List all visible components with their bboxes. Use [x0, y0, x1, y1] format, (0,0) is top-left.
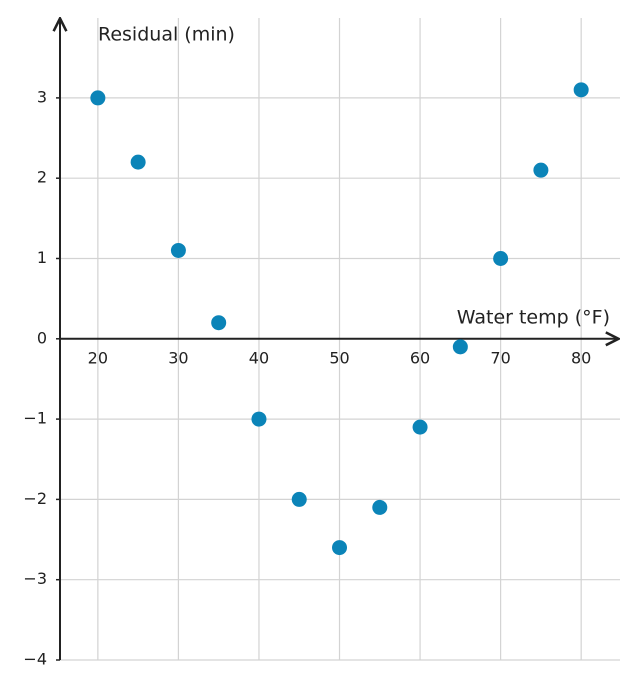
point	[533, 162, 549, 178]
y-tick-label: 1	[37, 248, 47, 267]
point	[130, 154, 146, 170]
point	[211, 315, 227, 331]
x-tick-label: 50	[329, 348, 349, 367]
point	[90, 90, 106, 106]
x-tick-label: 80	[571, 348, 591, 367]
point	[573, 82, 589, 98]
y-tick-label: −4	[23, 650, 47, 669]
y-tick-label: 0	[37, 328, 47, 347]
x-tick-label: 30	[168, 348, 188, 367]
point	[251, 411, 267, 427]
x-axis-label: Water temp (°F)	[457, 307, 610, 329]
y-tick-label: −1	[23, 409, 47, 428]
point	[452, 339, 468, 355]
point	[332, 540, 348, 556]
y-tick-label: 2	[37, 168, 47, 187]
y-tick-label: −2	[23, 489, 47, 508]
y-tick-label: 3	[37, 87, 47, 106]
x-tick-label: 70	[490, 348, 510, 367]
point	[170, 242, 186, 258]
x-tick-label: 60	[410, 348, 430, 367]
x-tick-label: 40	[249, 348, 269, 367]
point	[372, 499, 388, 515]
point	[291, 491, 307, 507]
x-tick-label: 20	[88, 348, 108, 367]
y-tick-label: −3	[23, 569, 47, 588]
point	[493, 250, 509, 266]
y-axis-label: Residual (min)	[98, 24, 235, 46]
point	[412, 419, 428, 435]
